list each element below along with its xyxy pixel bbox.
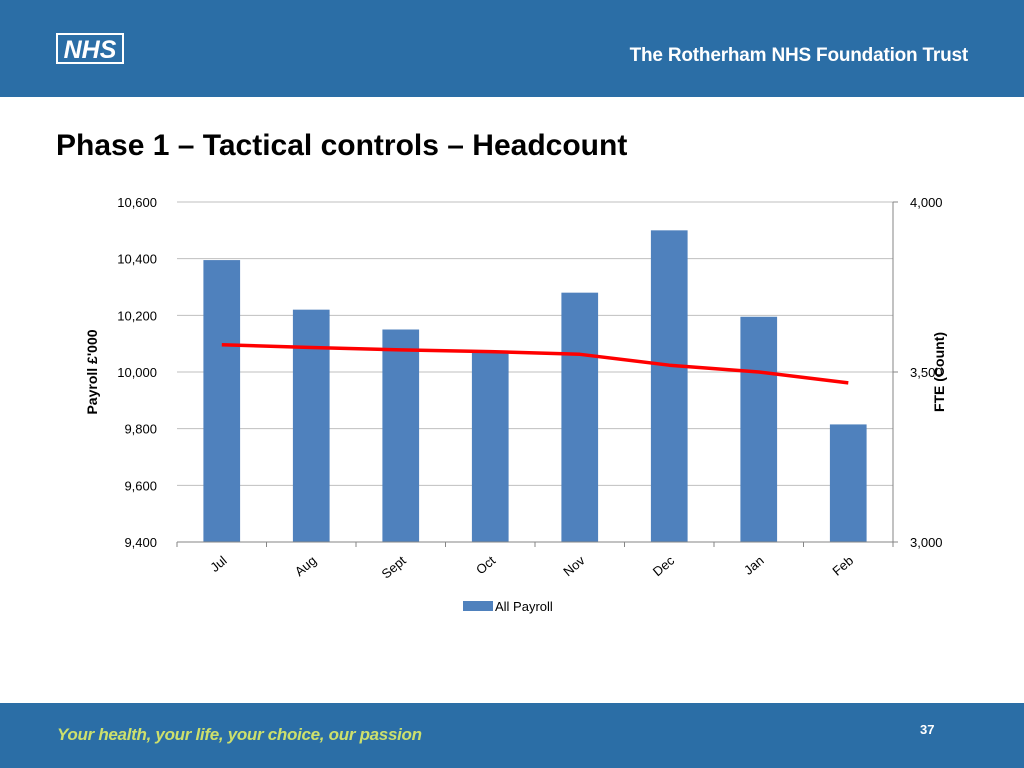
x-tick-label: Nov xyxy=(560,552,588,579)
y2-tick-label: 4,000 xyxy=(910,195,943,210)
y2-tick-label: 3,500 xyxy=(910,365,943,380)
x-tick-label: Dec xyxy=(650,552,678,579)
y-tick-label: 9,600 xyxy=(124,478,157,493)
bar-feb xyxy=(829,424,867,542)
y2-tick-label: 3,000 xyxy=(910,535,943,550)
bar-jul xyxy=(203,260,241,542)
axis-labels: Payroll £'000 FTE (Count) xyxy=(84,329,947,414)
legend-swatch-all-payroll xyxy=(463,601,493,611)
nhs-logo-text: NHS xyxy=(64,36,117,64)
bar-dec xyxy=(650,230,688,543)
bar-oct xyxy=(471,350,509,542)
x-tick-label: Jul xyxy=(207,553,229,575)
y-axis-title: Payroll £'000 xyxy=(84,329,100,414)
bar-sept xyxy=(382,329,420,542)
organization-name: The Rotherham NHS Foundation Trust xyxy=(629,45,969,66)
nhs-logo: NHS xyxy=(56,33,124,64)
header-banner: NHS The Rotherham NHS Foundation Trust xyxy=(0,0,1024,97)
x-tick-label: Feb xyxy=(829,553,856,579)
x-tick-label: Jan xyxy=(741,553,767,578)
legend-label-all-payroll: All Payroll xyxy=(495,599,553,614)
y-tick-label: 9,400 xyxy=(124,535,157,550)
y-tick-label: 9,800 xyxy=(124,422,157,437)
fte-line xyxy=(221,343,849,385)
x-tick-label: Oct xyxy=(473,553,498,578)
bar-aug xyxy=(292,309,330,542)
y2-axis-title: FTE (Count) xyxy=(931,332,947,412)
y-tick-label: 10,600 xyxy=(117,195,157,210)
bar-nov xyxy=(561,292,599,542)
gridlines xyxy=(177,201,893,543)
x-tick-label: Sept xyxy=(379,553,409,582)
y-tick-label: 10,000 xyxy=(117,365,157,380)
page-number: 37 xyxy=(920,722,935,737)
footer-banner: Your health, your life, your choice, our… xyxy=(0,703,1024,768)
slide-title: Phase 1 – Tactical controls – Headcount xyxy=(56,129,628,162)
y-tick-label: 10,200 xyxy=(117,308,157,323)
y-tick-label: 10,400 xyxy=(117,252,157,267)
line-series xyxy=(221,343,849,385)
axes: 9,400 9,600 9,800 10,000 10,200 10,400 10,600 3… xyxy=(117,195,942,581)
legend: All Payroll xyxy=(463,599,553,614)
bar-jan xyxy=(740,316,778,542)
footer-tagline: Your health, your life, your choice, our… xyxy=(57,725,422,744)
bar-series xyxy=(203,230,867,543)
payroll-fte-chart: 9,400 9,600 9,800 10,000 10,200 10,400 10,600 3… xyxy=(84,195,947,614)
x-tick-label: Aug xyxy=(292,553,319,579)
